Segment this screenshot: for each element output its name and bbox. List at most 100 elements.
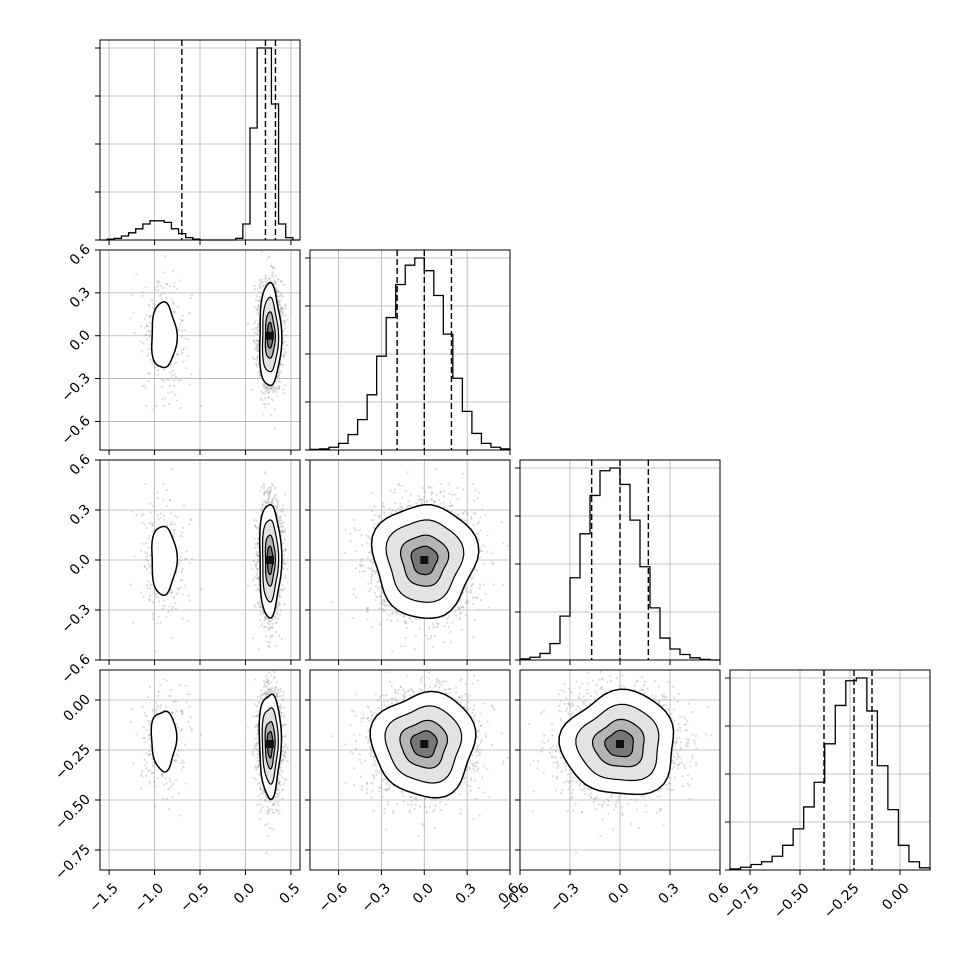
sample-point [129, 583, 132, 586]
sample-point [277, 374, 280, 377]
sample-point [280, 522, 283, 525]
sample-point [282, 554, 285, 557]
sample-point [139, 591, 142, 594]
sample-point [180, 319, 184, 322]
sample-point [259, 610, 262, 613]
sample-point [255, 338, 258, 341]
sample-point [281, 542, 284, 545]
sample-point [148, 571, 151, 574]
sample-point [256, 526, 259, 530]
sample-point [256, 346, 259, 350]
sample-point [380, 603, 383, 606]
sample-point [272, 389, 275, 392]
sample-point [258, 299, 262, 302]
sample-point [179, 556, 182, 559]
sample-point [147, 325, 150, 328]
sample-point [139, 340, 142, 343]
sample-point [255, 519, 258, 523]
sample-point [167, 610, 170, 613]
sample-point [143, 317, 146, 320]
sample-point [276, 613, 279, 616]
sample-point [175, 353, 179, 356]
sample-point [279, 307, 282, 310]
sample-point [277, 301, 281, 304]
sample-point [184, 558, 187, 561]
sample-point [171, 523, 174, 526]
sample-point [172, 301, 175, 304]
sample-point [446, 621, 449, 624]
sample-point [263, 493, 266, 496]
sample-point [147, 379, 150, 383]
sample-point [258, 283, 261, 286]
sample-point [176, 353, 179, 356]
sample-point [153, 288, 156, 292]
sample-point [151, 523, 154, 526]
sample-point [257, 305, 260, 308]
sample-point [272, 391, 275, 394]
sample-point [253, 519, 256, 522]
sample-point [154, 366, 157, 369]
sample-point [149, 329, 152, 332]
sample-point [255, 553, 258, 556]
sample-point [177, 592, 180, 595]
sample-point [148, 522, 151, 525]
sample-point [174, 376, 178, 379]
sample-point [155, 405, 158, 408]
sample-point [131, 293, 134, 296]
sample-point [279, 308, 283, 311]
sample-point [251, 328, 254, 331]
sample-point [271, 498, 274, 501]
sample-point [189, 296, 192, 299]
sample-point [158, 294, 161, 297]
sample-point [251, 637, 254, 640]
sample-point [175, 593, 178, 596]
sample-point [163, 515, 166, 518]
sample-point [164, 604, 167, 607]
sample-point [267, 618, 270, 621]
sample-point [256, 531, 259, 534]
sample-point [170, 512, 173, 515]
sample-point [148, 566, 151, 569]
sample-point [172, 535, 175, 538]
sample-point [268, 491, 271, 494]
sample-point [156, 281, 159, 284]
sample-point [281, 529, 284, 532]
sample-point [277, 385, 280, 389]
sample-point [274, 387, 277, 390]
sample-point [181, 352, 184, 355]
sample-point [256, 567, 259, 571]
sample-point [274, 615, 277, 619]
sample-point [254, 524, 257, 528]
sample-point [283, 327, 286, 330]
sample-point [254, 288, 257, 291]
grid-layer [100, 40, 930, 870]
sample-point [170, 590, 173, 594]
sample-point [142, 291, 145, 294]
sample-point [179, 279, 182, 282]
sample-point [181, 314, 184, 317]
sample-point [160, 293, 163, 296]
sample-point [256, 326, 259, 329]
sample-point [148, 348, 151, 351]
sample-point [271, 273, 274, 276]
sample-point [264, 390, 268, 393]
sample-point [167, 403, 171, 406]
sample-point [280, 637, 283, 641]
sample-point [269, 627, 272, 630]
sample-point [167, 378, 171, 381]
sample-point [141, 384, 144, 387]
sample-point [263, 384, 266, 387]
sample-point [254, 327, 257, 330]
sample-point [257, 541, 260, 544]
sample-point [271, 623, 275, 626]
sample-point [162, 605, 165, 608]
sample-point [276, 516, 280, 519]
sample-point [260, 510, 263, 513]
sample-point [149, 587, 152, 590]
sample-point [275, 291, 278, 294]
sample-point [264, 274, 267, 277]
sample-point [263, 491, 266, 494]
sample-point [267, 387, 270, 390]
sample-point [284, 574, 287, 578]
sample-point [173, 532, 176, 535]
